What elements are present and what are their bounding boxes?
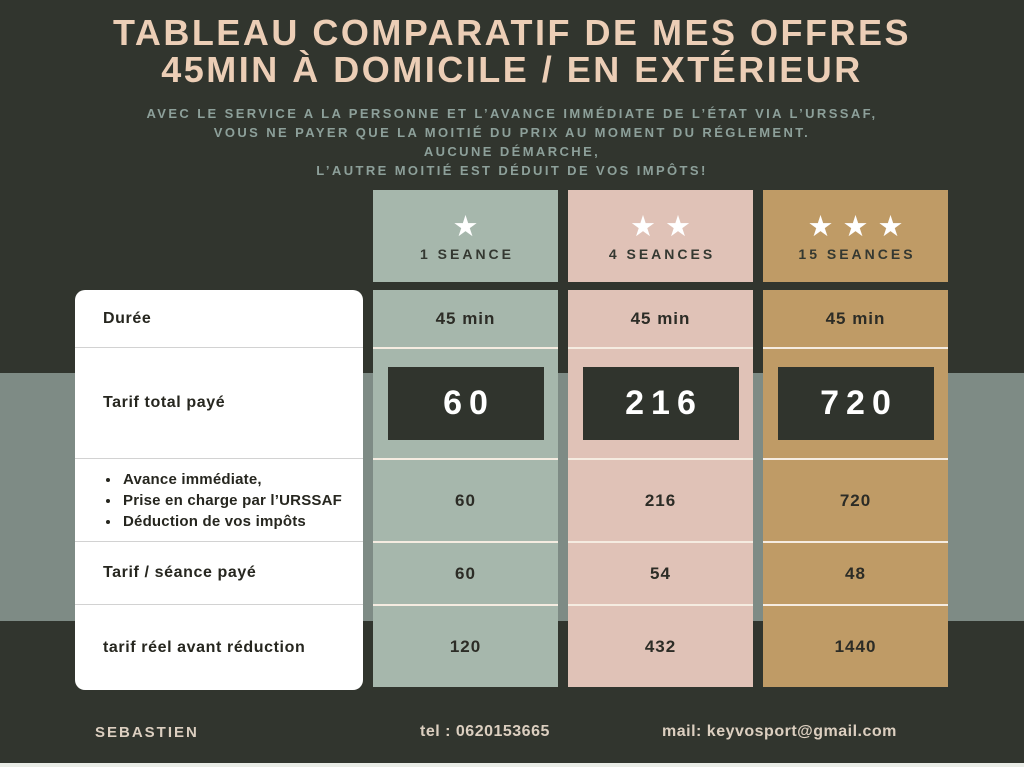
subtitle-line-4: L’AUTRE MOITIÉ EST DÉDUIT DE VOS IMPÔTS! bbox=[316, 163, 708, 178]
cell-before-reduction: 120 bbox=[373, 604, 558, 687]
row-label-before-reduction-text: tarif réel avant réduction bbox=[103, 638, 306, 656]
cell-total: 216 bbox=[568, 347, 753, 458]
cell-per-session: 48 bbox=[763, 541, 948, 604]
advance-bullet-list: Avance immédiate, Prise en charge par l’… bbox=[103, 469, 342, 532]
cell-duration: 45 min bbox=[763, 290, 948, 347]
cell-per-session-value: 48 bbox=[845, 563, 866, 583]
cell-advance-value: 720 bbox=[839, 490, 872, 510]
offer-label: 15 SEANCES bbox=[798, 246, 916, 262]
total-price-value: 216 bbox=[625, 384, 703, 422]
cell-advance-value: 60 bbox=[455, 490, 476, 510]
row-label-total-text: Tarif total payé bbox=[103, 394, 226, 411]
cell-duration-value: 45 min bbox=[630, 308, 691, 328]
cell-per-session-value: 60 bbox=[455, 563, 476, 583]
cell-advance-value: 216 bbox=[644, 490, 677, 510]
cell-duration: 45 min bbox=[373, 290, 558, 347]
subtitle-line-1: AVEC LE SERVICE A LA PERSONNE ET L’AVANC… bbox=[146, 106, 878, 121]
offer-label: 1 SEANCE bbox=[419, 246, 515, 262]
cell-per-session: 54 bbox=[568, 541, 753, 604]
subtitle-line-3: AUCUNE DÉMARCHE, bbox=[423, 144, 601, 159]
cell-per-session-value: 54 bbox=[650, 563, 671, 583]
advance-bullet-1: Avance immédiate, bbox=[121, 469, 342, 490]
phone-number: tel : 0620153665 bbox=[420, 723, 550, 740]
row-labels-panel: Durée Tarif total payé Avance immédiate,… bbox=[75, 290, 363, 690]
subtitle-line-2: VOUS NE PAYER QUE LA MOITIÉ DU PRIX AU M… bbox=[213, 125, 811, 140]
star-icons: ★ bbox=[452, 209, 488, 243]
star-icons: ★★★ bbox=[807, 209, 913, 243]
page-title: TABLEAU COMPARATIF DE MES OFFRES 45MIN À… bbox=[0, 14, 1024, 88]
title-line-2: 45MIN À DOMICILE / EN EXTÉRIEUR bbox=[161, 49, 863, 90]
row-label-total: Tarif total payé bbox=[75, 347, 363, 458]
subtitle: AVEC LE SERVICE A LA PERSONNE ET L’AVANC… bbox=[0, 104, 1024, 180]
row-label-advance: Avance immédiate, Prise en charge par l’… bbox=[75, 458, 363, 541]
cell-per-session: 60 bbox=[373, 541, 558, 604]
cell-advance: 720 bbox=[763, 458, 948, 541]
cell-before-reduction: 1440 bbox=[763, 604, 948, 687]
star-icons: ★★ bbox=[630, 209, 700, 243]
cell-total: 60 bbox=[373, 347, 558, 458]
row-label-duration-text: Durée bbox=[103, 309, 152, 327]
footer: SEBASTIEN tel : 0620153665 mail: keyvosp… bbox=[0, 718, 1024, 750]
cell-duration: 45 min bbox=[568, 290, 753, 347]
total-price-box: 60 bbox=[387, 367, 544, 440]
coach-name: SEBASTIEN bbox=[95, 724, 199, 741]
offer-header-15-seances: ★★★ 15 SEANCES bbox=[763, 190, 948, 282]
cell-duration-value: 45 min bbox=[435, 308, 496, 328]
cell-duration-value: 45 min bbox=[825, 308, 886, 328]
bottom-edge-strip bbox=[0, 763, 1024, 767]
cell-total: 720 bbox=[763, 347, 948, 458]
title-line-1: TABLEAU COMPARATIF DE MES OFFRES bbox=[113, 12, 911, 53]
cell-advance: 60 bbox=[373, 458, 558, 541]
cell-advance: 216 bbox=[568, 458, 753, 541]
total-price-value: 60 bbox=[443, 384, 495, 422]
cell-before-reduction-value: 432 bbox=[644, 636, 677, 656]
advance-bullet-2: Prise en charge par l’URSSAF bbox=[121, 490, 342, 511]
row-label-per-session-text: Tarif / séance payé bbox=[103, 564, 257, 581]
cell-before-reduction-value: 1440 bbox=[834, 636, 877, 656]
offer-header-1-seance: ★ 1 SEANCE bbox=[373, 190, 558, 282]
row-label-before-reduction: tarif réel avant réduction bbox=[75, 604, 363, 690]
offer-column-4-seances: 45 min 216 216 54 432 bbox=[568, 290, 753, 687]
cell-before-reduction-value: 120 bbox=[449, 636, 482, 656]
cell-before-reduction: 432 bbox=[568, 604, 753, 687]
email-address: mail: keyvosport@gmail.com bbox=[662, 723, 897, 740]
row-label-duration: Durée bbox=[75, 290, 363, 347]
row-label-per-session: Tarif / séance payé bbox=[75, 541, 363, 604]
offer-column-1-seance: 45 min 60 60 60 120 bbox=[373, 290, 558, 687]
offer-header-4-seances: ★★ 4 SEANCES bbox=[568, 190, 753, 282]
advance-bullet-3: Déduction de vos impôts bbox=[121, 511, 342, 532]
offer-label: 4 SEANCES bbox=[608, 246, 716, 262]
total-price-box: 216 bbox=[582, 367, 739, 440]
offer-column-15-seances: 45 min 720 720 48 1440 bbox=[763, 290, 948, 687]
total-price-value: 720 bbox=[820, 384, 898, 422]
total-price-box: 720 bbox=[777, 367, 934, 440]
